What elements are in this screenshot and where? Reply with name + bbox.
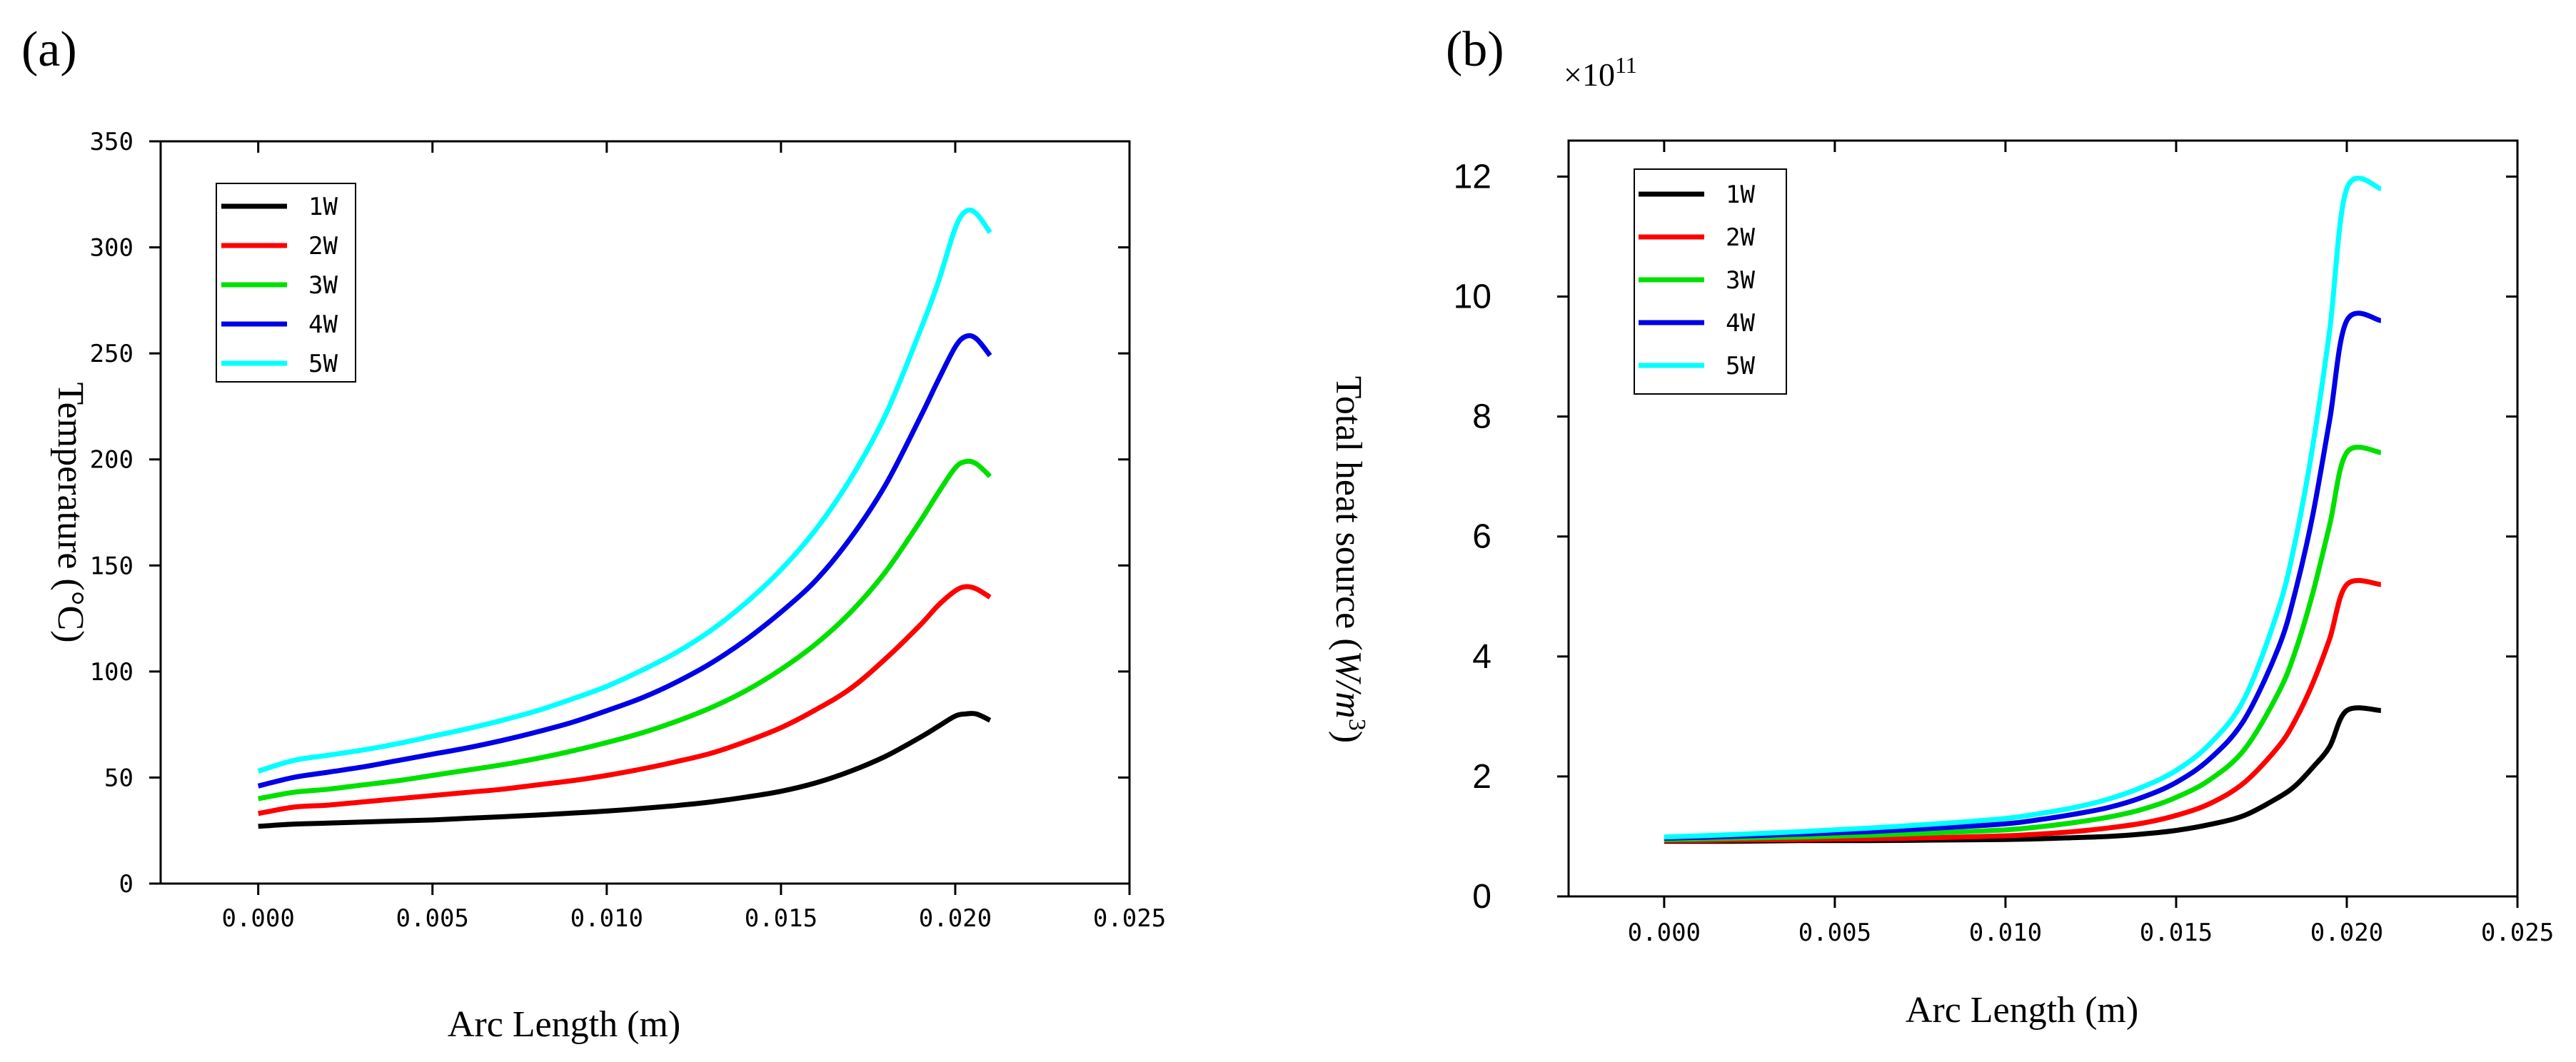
panel-a-x-tick-label: 0.025 — [1093, 904, 1166, 933]
panel-b-x-tick-label: 0.000 — [1628, 919, 1701, 947]
panel-b-x-axis-label: Arc Length (m) — [1906, 990, 2138, 1031]
panel-a-legend-label-1W: 1W — [308, 193, 338, 221]
panel-b-y-axis-label: Total heat source (W/m3) — [1328, 376, 1370, 743]
panel-a-legend-label-2W: 2W — [308, 232, 338, 261]
panel-a-series-2W — [258, 584, 992, 816]
panel-b-series-3W — [1664, 445, 2382, 842]
panel-a-y-tick-label: 200 — [90, 446, 134, 475]
panel-b-multiplier: ×1011 — [1564, 52, 1637, 93]
panel-b-y-tick-label: 0 — [1472, 878, 1491, 916]
panel-a-y-tick-label: 250 — [90, 340, 134, 368]
panel-b: (b) ×1011 0.000 0.005 0.010 0.015 0.020 0.025… — [1328, 22, 2554, 1031]
panel-b-y-axis-label-main: Total heat source ( — [1328, 376, 1369, 651]
panel-a-series-3W — [258, 458, 992, 801]
panel-a-plot-frame — [159, 140, 1131, 885]
panel-b-y-tick-label: 12 — [1454, 158, 1491, 196]
panel-b-multiplier-base: ×10 — [1564, 56, 1615, 93]
panel-a-y-tick-label: 300 — [90, 234, 134, 263]
panel-a-y-tick-label: 100 — [90, 658, 134, 687]
panel-b-y-tick-label: 2 — [1472, 758, 1491, 796]
panel-a-series-4W — [257, 333, 992, 789]
panel-b-x-tick-label: 0.020 — [2310, 919, 2383, 947]
panel-b-ticks: 0.000 0.005 0.010 0.015 0.020 0.025 0 2 4 6 8 10 12 — [1454, 141, 2554, 947]
panel-a-tag: (a) — [21, 22, 77, 77]
panel-b-y-axis-label-close: ) — [1328, 731, 1369, 743]
panel-b-legend-label-3W: 3W — [1726, 266, 1755, 295]
panel-a-x-tick-label: 0.000 — [221, 904, 294, 933]
panel-b-y-axis-label-var: W/m — [1328, 651, 1369, 719]
panel-b-x-tick-label: 0.005 — [1798, 919, 1871, 947]
panel-a-series-1W — [258, 711, 992, 829]
panel-b-y-tick-label: 4 — [1472, 638, 1491, 676]
panel-b-tag: (b) — [1446, 22, 1504, 77]
panel-b-x-tick-label: 0.010 — [1969, 919, 2042, 947]
panel-b-series-4W — [1664, 310, 2382, 841]
panel-b-legend-label-5W: 5W — [1726, 352, 1755, 380]
panel-a-series-5W — [257, 207, 992, 774]
panel-a-y-tick-label: 150 — [90, 552, 134, 580]
panel-a: (a) 0.000 0.005 0.010 0.015 0.020 0.025 0 50 100… — [21, 22, 1166, 1045]
panel-b-series-2W — [1664, 577, 2382, 844]
panel-a-ticks: 0.000 0.005 0.010 0.015 0.020 0.025 0 50 100 150 2… — [90, 128, 1167, 933]
panel-a-x-tick-label: 0.015 — [745, 904, 817, 933]
panel-b-series — [1664, 176, 2382, 844]
panel-a-legend: 1W 2W 3W 4W 5W — [216, 183, 356, 383]
panel-b-series-5W — [1664, 176, 2382, 840]
panel-a-y-tick-label: 50 — [104, 764, 134, 792]
panel-b-x-tick-label: 0.025 — [2481, 919, 2554, 947]
panel-b-y-tick-label: 6 — [1472, 518, 1491, 556]
panel-b-legend: 1W 2W 3W 4W 5W — [1634, 168, 1787, 395]
panel-b-multiplier-exponent: 11 — [1615, 52, 1637, 78]
panel-a-series — [257, 207, 992, 829]
panel-a-legend-label-4W: 4W — [308, 310, 338, 339]
panel-b-y-tick-label: 10 — [1454, 278, 1491, 316]
panel-a-legend-label-3W: 3W — [308, 271, 338, 300]
panel-a-y-tick-label: 350 — [90, 128, 134, 156]
panel-a-x-tick-label: 0.020 — [919, 904, 992, 933]
panel-a-y-axis-label: Temperature (°C) — [50, 382, 91, 642]
panel-a-legend-label-5W: 5W — [308, 350, 338, 378]
panel-b-y-axis-label-sup: 3 — [1344, 719, 1370, 731]
panel-a-x-axis-label: Arc Length (m) — [448, 1004, 680, 1045]
panel-b-legend-label-1W: 1W — [1726, 181, 1755, 209]
panel-b-plot-frame — [1567, 139, 2519, 898]
panel-b-x-tick-label: 0.015 — [2140, 919, 2213, 947]
panel-a-x-tick-label: 0.010 — [570, 904, 643, 933]
panel-b-legend-label-2W: 2W — [1726, 223, 1755, 252]
panel-a-x-tick-label: 0.005 — [396, 904, 469, 933]
panel-b-legend-label-4W: 4W — [1726, 309, 1755, 338]
panel-b-y-tick-label: 8 — [1472, 398, 1491, 436]
panel-a-y-tick-label: 0 — [119, 870, 134, 899]
